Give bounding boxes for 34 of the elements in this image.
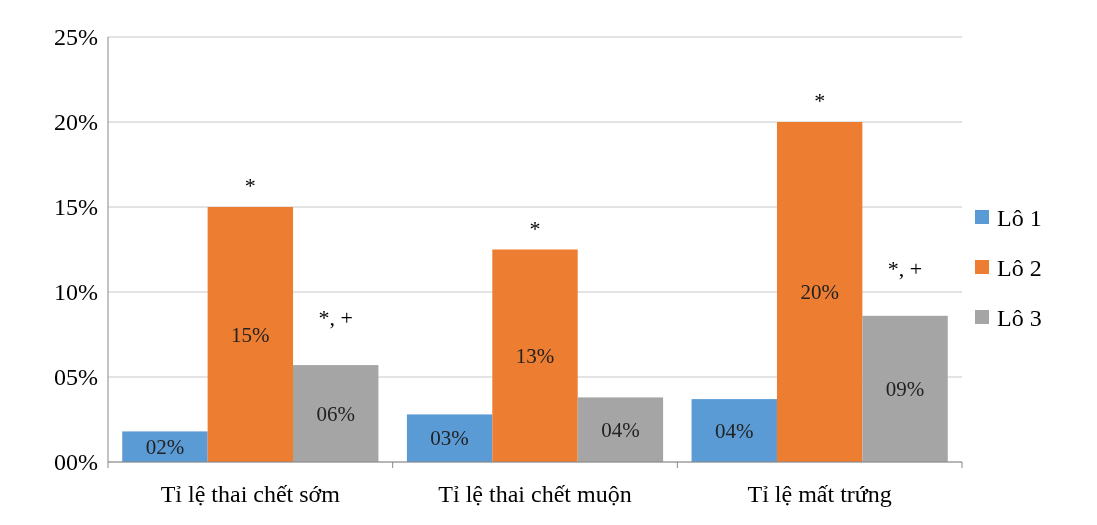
y-tick-label: 10% xyxy=(54,279,98,306)
annotation: * xyxy=(529,215,541,241)
data-label: 04% xyxy=(601,417,640,442)
bar xyxy=(862,315,948,462)
bar xyxy=(406,414,493,462)
y-tick-label: 05% xyxy=(54,364,98,391)
y-tick-label: 25% xyxy=(54,24,98,51)
annotation: *, + xyxy=(318,305,353,331)
data-label: 06% xyxy=(316,401,355,426)
annotation: *, + xyxy=(887,255,923,281)
x-tick-label: Tỉ lệ mất trứng xyxy=(747,481,892,507)
legend-label: Lô 1 xyxy=(997,205,1042,232)
y-tick-label: 15% xyxy=(54,194,98,221)
bar xyxy=(293,365,379,462)
bar xyxy=(776,122,863,462)
x-tick-label: Tỉ lệ thai chết sớm xyxy=(160,481,341,507)
bar xyxy=(492,249,578,462)
data-label: 15% xyxy=(231,322,270,347)
bar xyxy=(207,207,294,462)
data-label: 03% xyxy=(430,426,469,451)
bar xyxy=(577,397,664,462)
data-label: 04% xyxy=(715,418,754,443)
legend-label: Lô 2 xyxy=(997,255,1042,282)
y-tick-label: 20% xyxy=(54,109,98,136)
annotation: * xyxy=(244,173,256,198)
bar xyxy=(691,399,777,462)
y-tick-label: 00% xyxy=(54,449,98,476)
x-tick-label: Tỉ lệ thai chết muộn xyxy=(438,481,632,507)
data-label: 02% xyxy=(145,434,185,459)
data-label: 09% xyxy=(885,376,925,401)
data-label: 13% xyxy=(515,343,555,368)
legend-label: Lô 3 xyxy=(997,305,1042,332)
annotation: * xyxy=(814,88,826,113)
data-label: 20% xyxy=(800,280,839,304)
